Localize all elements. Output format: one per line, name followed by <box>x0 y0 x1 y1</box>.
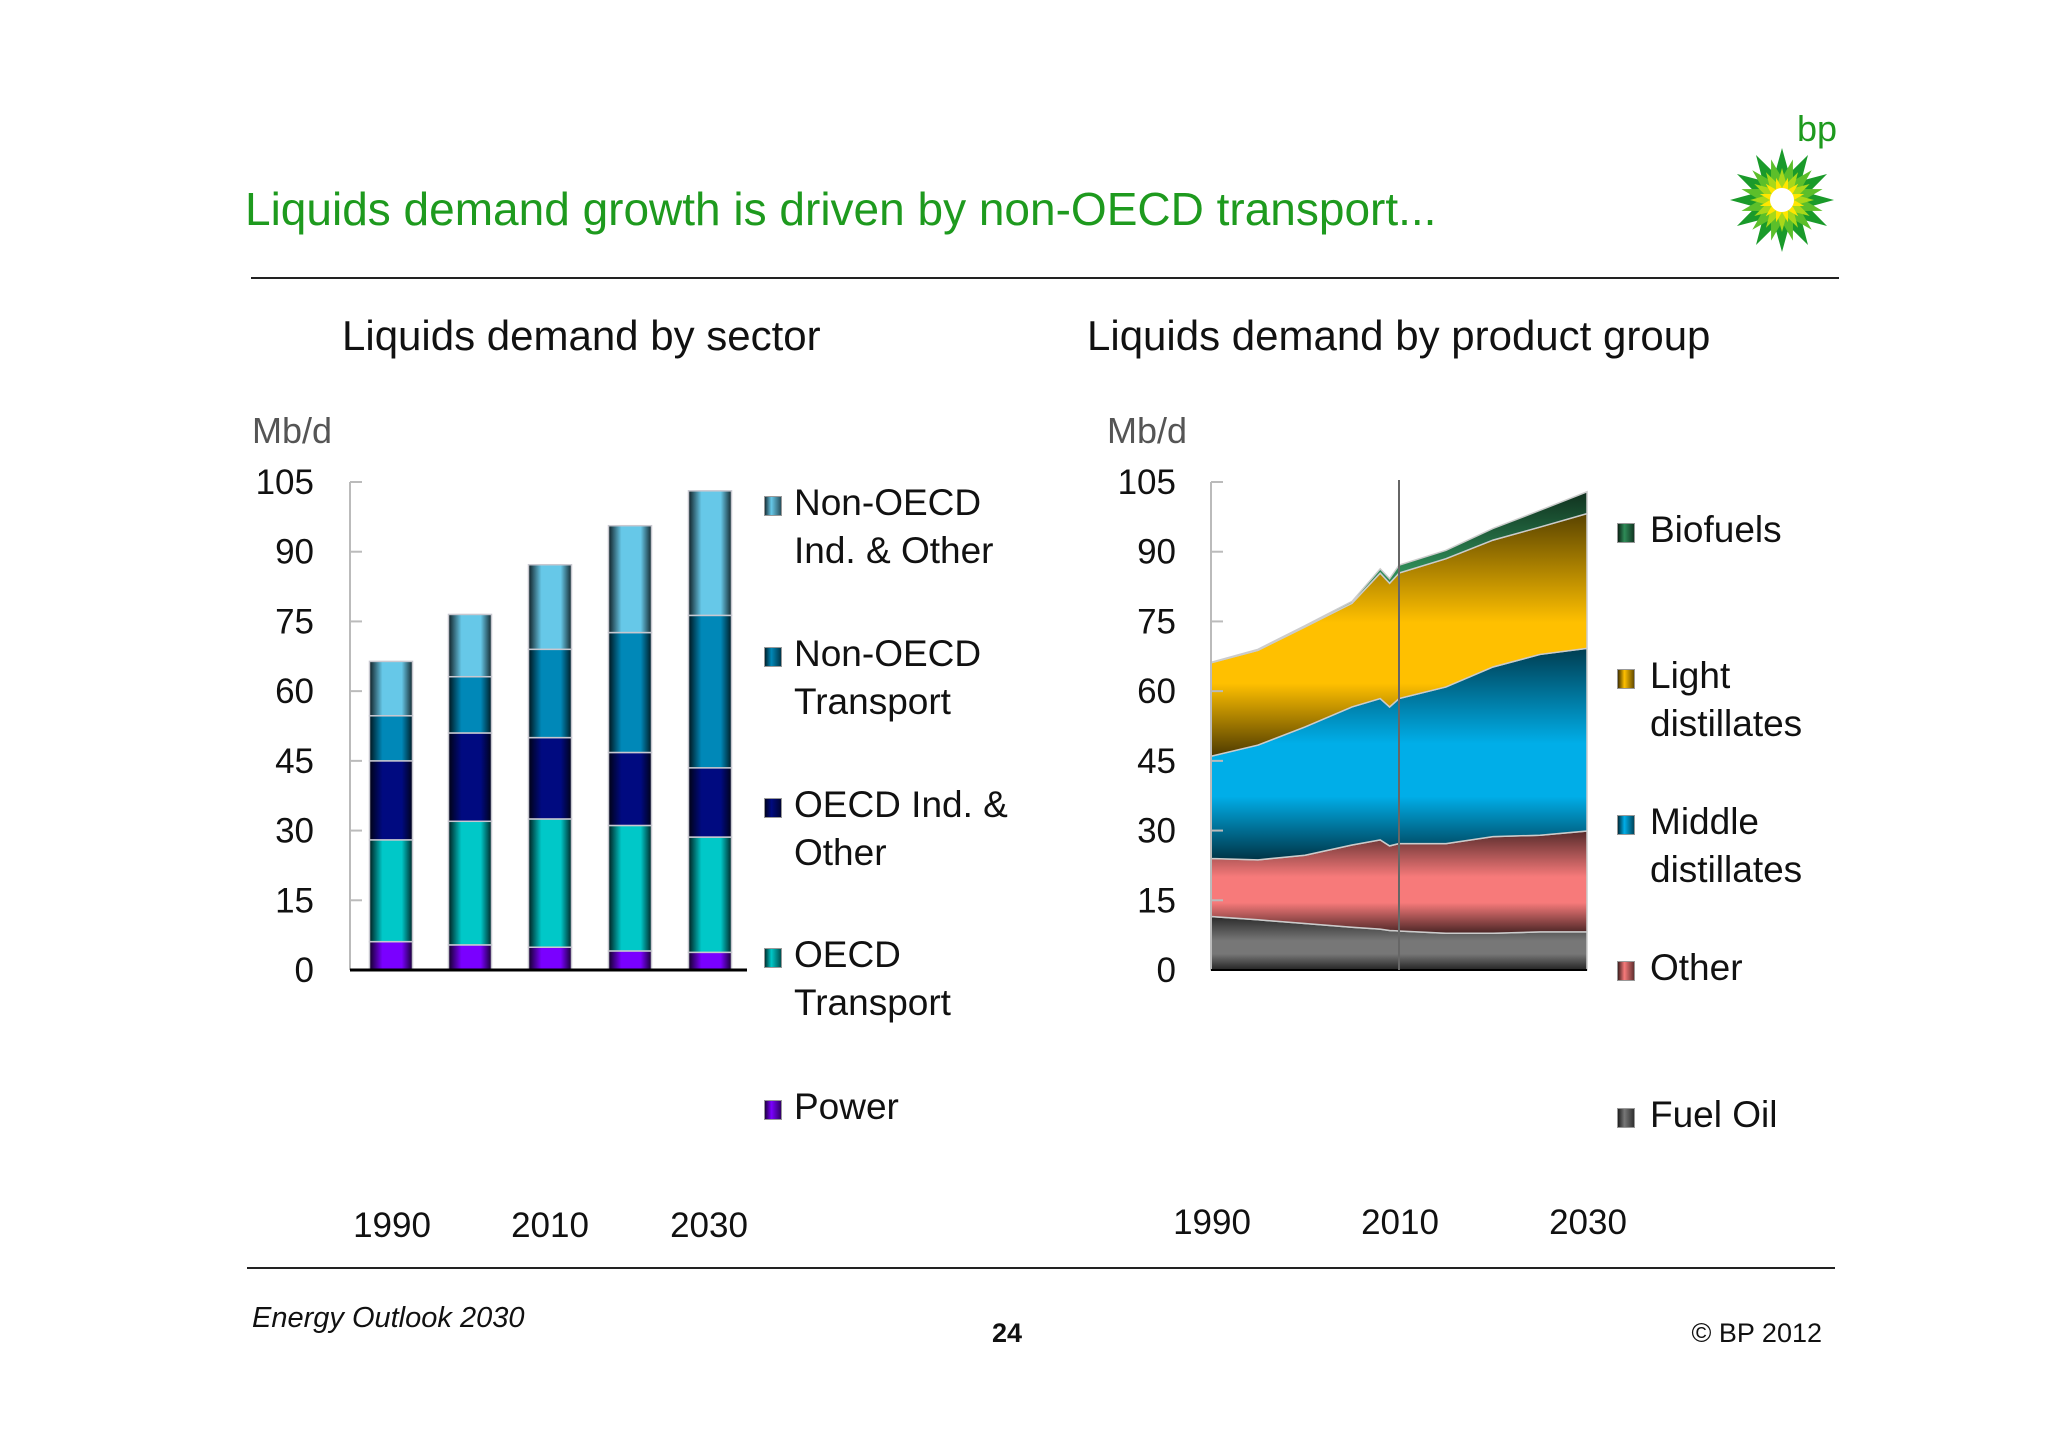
y-tick-label: 60 <box>1137 672 1176 711</box>
bar-segment-2010 <box>527 563 573 651</box>
bar-segment-1990 <box>368 660 414 717</box>
page-number: 24 <box>992 1318 1023 1348</box>
legend-item: Power <box>794 1083 899 1131</box>
bar-segment-1990 <box>368 715 414 762</box>
x-tick-label: 2030 <box>1549 1203 1627 1242</box>
legend-label-line2: Other <box>794 832 887 873</box>
legend-label: Fuel Oil <box>1650 1094 1778 1135</box>
left-chart-unit: Mb/d <box>252 410 333 451</box>
legend-swatch <box>1617 1108 1635 1128</box>
bar-segment-1990 <box>368 760 414 841</box>
title-divider <box>251 277 1839 279</box>
legend-item: Other <box>1650 944 1743 992</box>
y-tick-label: 15 <box>275 881 314 920</box>
bar-segment-2010 <box>527 946 573 971</box>
bar-segment-2020 <box>607 631 653 754</box>
x-tick-label: 1990 <box>353 1206 431 1245</box>
bar-segment-2030 <box>687 951 733 971</box>
legend-label: Power <box>794 1086 899 1127</box>
bar-segment-2000 <box>447 675 493 734</box>
bp-logo-text: bp <box>1797 108 1838 149</box>
bar-segment-2030 <box>687 490 733 617</box>
legend-label: Other <box>1650 947 1743 988</box>
y-tick-label: 15 <box>1137 881 1176 920</box>
legend-swatch <box>1617 669 1635 689</box>
legend-swatch <box>764 798 782 818</box>
legend-swatch <box>1617 523 1635 543</box>
bar-segment-2010 <box>527 818 573 948</box>
y-tick-label: 45 <box>1137 742 1176 781</box>
bar-segment-2020 <box>607 524 653 634</box>
y-tick-label: 90 <box>1137 533 1176 572</box>
legend-label: OECD Ind. & <box>794 784 1008 825</box>
bar-segment-2020 <box>607 950 653 971</box>
legend-item: Biofuels <box>1650 506 1782 554</box>
legend-label: Light <box>1650 655 1731 696</box>
y-tick-label: 75 <box>1137 602 1176 641</box>
footer-divider <box>247 1267 1835 1269</box>
y-tick-label: 30 <box>1137 812 1176 851</box>
legend-swatch <box>764 1100 782 1120</box>
legend-item: Non-OECD Transport <box>794 630 981 726</box>
legend-label: Non-OECD <box>794 633 982 674</box>
legend-swatch <box>764 647 782 667</box>
bar-segment-2020 <box>607 751 653 827</box>
legend-swatch <box>764 496 782 516</box>
legend-item: OECD Transport <box>794 931 951 1027</box>
y-tick-label: 0 <box>1157 951 1176 990</box>
bar-segment-2010 <box>527 648 573 739</box>
legend-swatch <box>1617 961 1635 981</box>
y-tick-label: 30 <box>275 812 314 851</box>
legend-label-line2: distillates <box>1650 703 1803 744</box>
y-tick-label: 90 <box>275 533 314 572</box>
legend-item: Light distillates <box>1650 652 1802 748</box>
y-tick-label: 105 <box>1118 463 1176 502</box>
x-tick-label: 2010 <box>511 1206 589 1245</box>
legend-item: OECD Ind. & Other <box>794 781 1008 877</box>
y-tick-label: 45 <box>275 742 314 781</box>
legend-label-line2: Transport <box>794 982 951 1023</box>
bar-segment-1990 <box>368 940 414 971</box>
legend-item: Non-OECD Ind. & Other <box>794 479 994 575</box>
x-tick-label: 2030 <box>670 1206 748 1245</box>
y-tick-label: 75 <box>275 602 314 641</box>
bar-segment-2000 <box>447 944 493 971</box>
legend-item: Middle distillates <box>1650 798 1802 894</box>
legend-label-line2: Transport <box>794 681 951 722</box>
left-chart-title: Liquids demand by sector <box>342 312 821 359</box>
x-tick-label: 2010 <box>1361 1203 1439 1242</box>
copyright: © BP 2012 <box>1691 1318 1823 1348</box>
legend-label-line2: Ind. & Other <box>794 530 994 571</box>
legend-swatch <box>764 948 782 968</box>
right-chart-title: Liquids demand by product group <box>1087 312 1711 359</box>
y-tick-label: 60 <box>275 672 314 711</box>
legend-label: Middle <box>1650 801 1759 842</box>
bar-segment-2000 <box>447 732 493 823</box>
bar-segment-2030 <box>687 836 733 954</box>
legend-label-line2: distillates <box>1650 849 1803 890</box>
bar-segment-2030 <box>687 614 733 769</box>
bar-segment-2000 <box>447 820 493 946</box>
legend-label: OECD <box>794 934 901 975</box>
bar-segment-2020 <box>607 824 653 952</box>
bar-segment-2000 <box>447 613 493 678</box>
y-tick-label: 105 <box>256 463 314 502</box>
legend-label: Non-OECD <box>794 482 982 523</box>
bar-segment-2010 <box>527 736 573 820</box>
x-tick-label: 1990 <box>1173 1203 1251 1242</box>
y-tick-label: 0 <box>295 951 314 990</box>
right-chart-unit: Mb/d <box>1107 410 1188 451</box>
slide-title: Liquids demand growth is driven by non-O… <box>245 183 1437 235</box>
product-area-chart: 0 15 30 45 60 75 90 105 1990 2010 2030 <box>1118 463 1627 1242</box>
bar-segment-2030 <box>687 767 733 838</box>
legend-label: Biofuels <box>1650 509 1782 550</box>
legend-item: Fuel Oil <box>1650 1091 1777 1139</box>
area-biofuels <box>1210 490 1588 664</box>
bar-segment-1990 <box>368 839 414 943</box>
legend-swatch <box>1617 815 1635 835</box>
footer-source: Energy Outlook 2030 <box>252 1302 525 1334</box>
sector-bar-chart: 0 15 30 45 60 75 90 105 1990 2010 2030 <box>256 463 748 1245</box>
